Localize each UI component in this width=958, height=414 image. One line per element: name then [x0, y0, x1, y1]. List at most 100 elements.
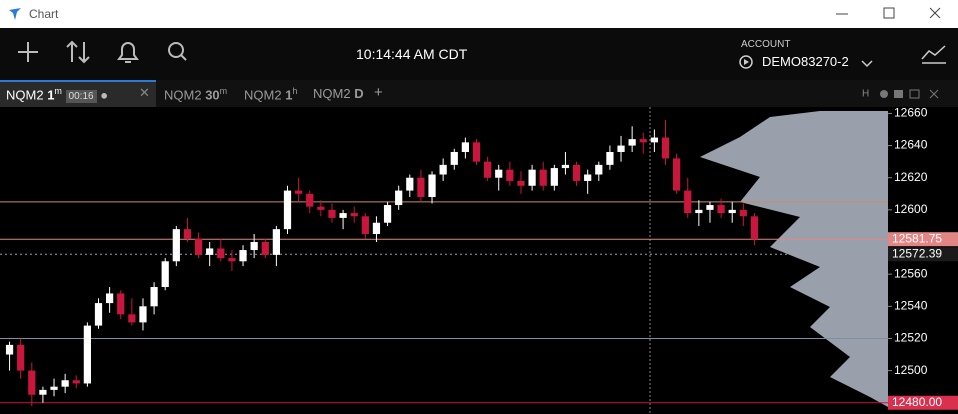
candle-body: [406, 177, 414, 191]
candle-body: [228, 258, 236, 262]
add-tab[interactable]: +: [374, 84, 383, 101]
candle-body: [661, 137, 670, 159]
candle-body: [295, 190, 303, 194]
tab-tools[interactable]: H: [862, 87, 952, 101]
candle-body: [461, 142, 469, 153]
candle-body: [183, 229, 192, 239]
candle-body: [206, 248, 214, 255]
candle-body: [272, 229, 280, 255]
candle-body: [17, 344, 25, 371]
candle-body: [550, 168, 558, 186]
candle-body: [250, 242, 258, 251]
account-dropdown[interactable]: [860, 59, 874, 69]
tab[interactable]: NQM2 1h: [244, 86, 297, 102]
tab-period: 30: [205, 87, 220, 103]
tab-unit: m: [54, 86, 62, 96]
candle-body: [650, 137, 658, 143]
account-name[interactable]: DEMO83270-2: [762, 54, 849, 69]
candle-body: [39, 389, 47, 395]
tab-symbol: NQM2: [313, 86, 351, 101]
toolbar: 10:14:44 AM CDT ACCOUNT DEMO83270-2: [0, 28, 958, 80]
tab-period: 1: [47, 87, 55, 103]
svg-text:H: H: [862, 89, 869, 100]
app-icon: [9, 8, 21, 20]
y-tick-label: 12540: [894, 298, 928, 312]
tab-unit: h: [292, 86, 298, 96]
tab-symbol: NQM2: [6, 87, 44, 103]
candle-body: [350, 213, 358, 217]
account-icon: [739, 55, 753, 69]
candle-body: [728, 209, 736, 214]
candle-body: [395, 190, 403, 206]
candle-body: [5, 344, 14, 355]
y-tick-label: 12520: [894, 331, 928, 345]
price-label-bg: [888, 395, 958, 410]
candle-body: [261, 242, 269, 255]
tab[interactable]: NQM2 D: [313, 86, 364, 101]
tab-period: 1: [285, 87, 293, 103]
price-label: 12572.39: [892, 246, 942, 260]
candle-body: [561, 164, 570, 169]
candle-body: [194, 238, 203, 255]
price-label: 12480.00: [892, 395, 942, 409]
price-label: 12581.75: [892, 231, 942, 245]
candle-body: [584, 174, 592, 181]
candle-body: [639, 139, 647, 143]
candle-body: [539, 169, 547, 186]
window-title: Chart: [29, 7, 59, 21]
candle-body: [128, 314, 136, 323]
candle-body: [628, 139, 636, 146]
account-label: ACCOUNT: [741, 39, 791, 50]
candle-body: [595, 164, 603, 175]
tab-symbol: NQM2: [244, 87, 282, 103]
y-tick-label: 12640: [894, 138, 928, 152]
candle-body: [106, 293, 114, 304]
candle-body: [117, 293, 125, 315]
candle-body: [139, 306, 147, 323]
candle-body: [472, 142, 481, 162]
chart-menu-icon[interactable]: [921, 43, 947, 65]
candle-body: [717, 205, 725, 214]
candle-body: [239, 250, 247, 262]
tab-close[interactable]: ✕: [139, 85, 150, 100]
candle-body: [306, 193, 314, 207]
candle-body: [484, 161, 492, 178]
tab-symbol: NQM2: [164, 87, 202, 103]
candle-body: [72, 380, 80, 384]
volume-profile: [700, 111, 888, 407]
candle-body: [383, 205, 392, 223]
candle-body: [506, 169, 514, 181]
candle-body: [328, 209, 336, 218]
candle-body: [528, 169, 536, 186]
y-tick-label: 12560: [894, 266, 928, 280]
candle-body: [617, 145, 625, 153]
toolbar-icons[interactable]: [0, 28, 200, 80]
candle-body: [695, 209, 703, 214]
candle-body: [428, 174, 436, 198]
candle-body: [750, 216, 759, 240]
candle-body: [606, 152, 614, 165]
price-label-bg: [888, 232, 958, 247]
tab-bar: NQM2 1m 00:16 ● ✕ NQM2 30m NQM2 1h NQM2 …: [0, 80, 958, 107]
candle-body: [372, 222, 381, 234]
tab-unit: m: [219, 86, 228, 96]
tab[interactable]: NQM2 30m: [164, 86, 227, 102]
candle-body: [217, 248, 225, 259]
candle-body: [495, 169, 503, 178]
candle-body: [161, 261, 169, 288]
candle-body: [94, 303, 103, 326]
candle-body: [317, 206, 325, 210]
candle-body: [684, 190, 692, 214]
window-controls[interactable]: [830, 0, 950, 28]
y-tick-label: 12500: [894, 363, 928, 377]
candle-body: [61, 380, 69, 387]
tab[interactable]: NQM2 1m 00:16 ●: [6, 86, 109, 104]
price-label-bg: [888, 247, 958, 262]
candle-body: [283, 190, 292, 230]
title-bar: Chart: [0, 0, 958, 28]
candle-body: [706, 205, 714, 210]
tab-period: D: [354, 86, 364, 101]
candle-body: [673, 158, 681, 191]
candle-body: [517, 180, 525, 186]
